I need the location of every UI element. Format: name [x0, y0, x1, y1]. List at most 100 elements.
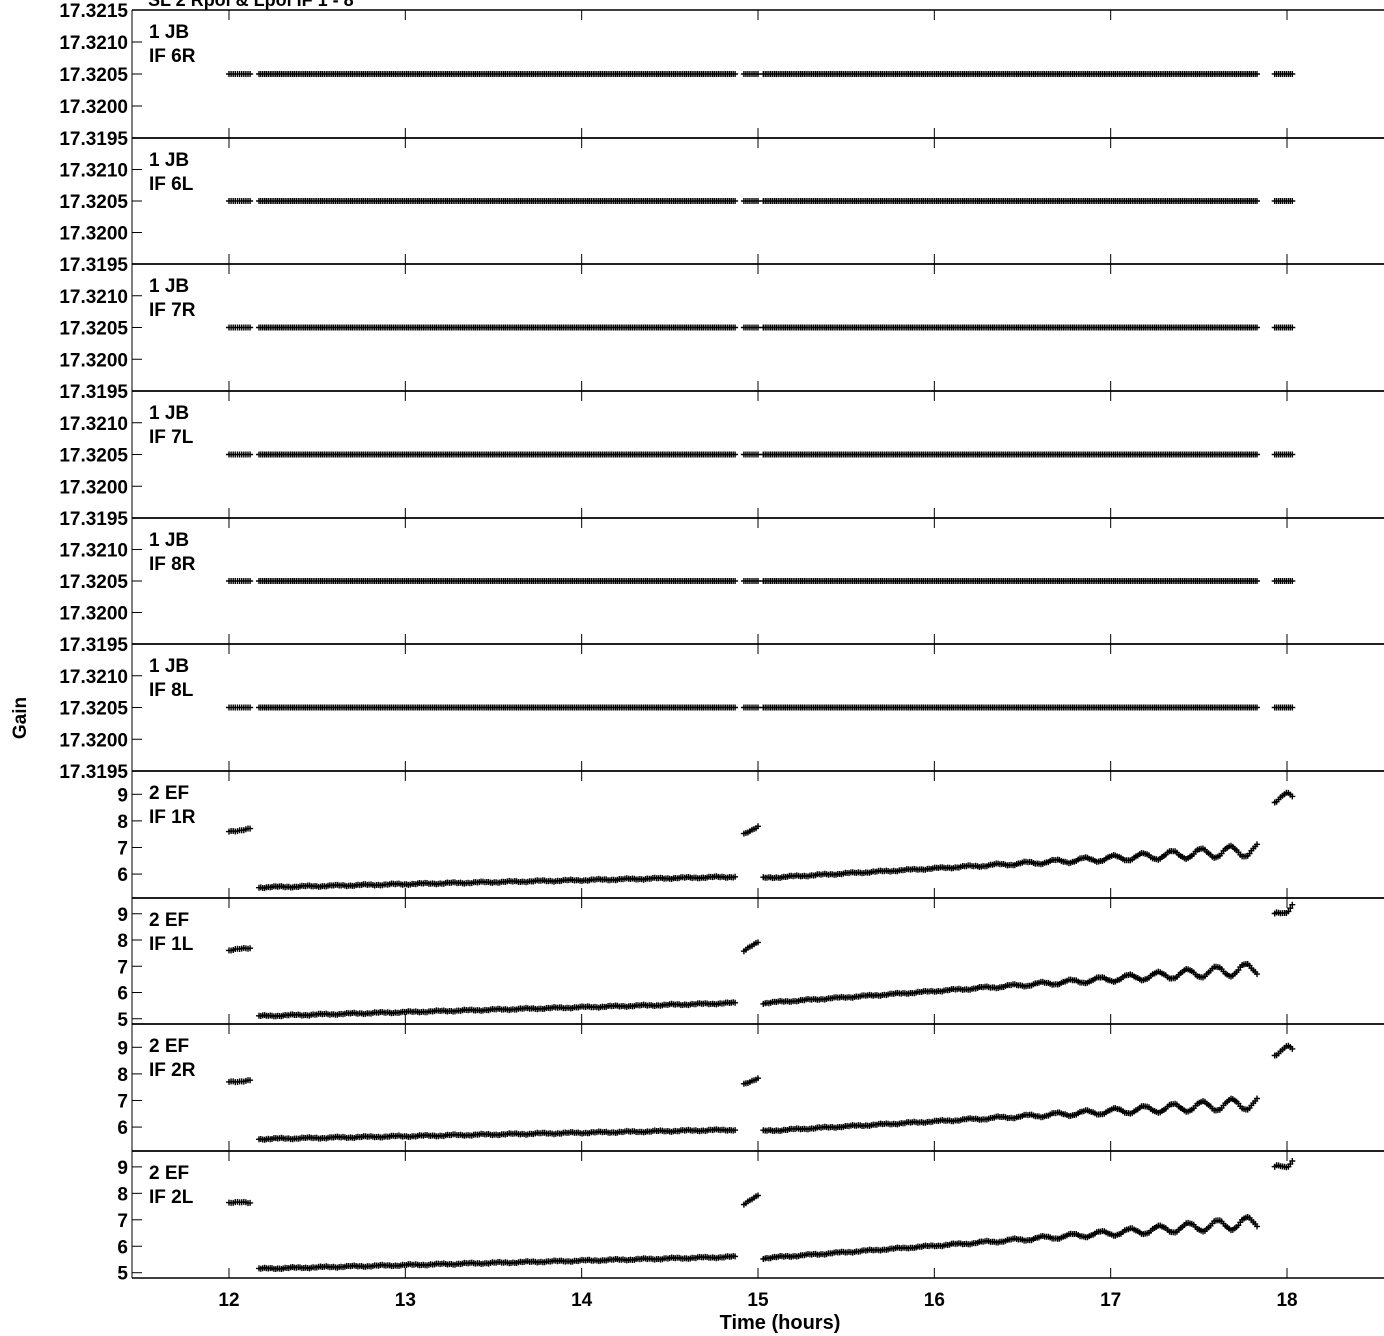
data-points-segment — [760, 961, 1260, 1007]
panel-label-if: IF 7R — [149, 300, 196, 321]
data-points-segment — [226, 451, 254, 458]
y-tick-label: 5 — [117, 1264, 128, 1285]
panel-label-if: IF 2L — [149, 1187, 194, 1208]
data-points-segment — [256, 873, 739, 892]
y-tick-label: 17.3195 — [59, 129, 128, 150]
panel-4: 17.3195 17.3200 17.3205 17.3210 1 JB IF 7L — [59, 390, 1384, 530]
panel-label-antenna: 1 JB — [149, 530, 189, 551]
data-points-segment — [1271, 324, 1296, 331]
data-points-segment — [226, 825, 254, 835]
data-points-segment — [740, 823, 761, 837]
data-points-segment — [226, 704, 254, 711]
y-tick-label: 6 — [117, 984, 128, 1005]
data-points-segment — [1271, 1158, 1296, 1171]
panels-group: 17.3195 17.3200 17.3205 17.3210 17.3215 1 JB I… — [59, 1, 1384, 1311]
y-tick-label: 17.3200 — [59, 730, 128, 751]
y-tick-label: 17.3195 — [59, 509, 128, 530]
y-tick-label: 17.3210 — [59, 161, 128, 182]
x-tick-label: 14 — [571, 1290, 593, 1311]
y-tick-label: 17.3205 — [59, 572, 128, 593]
data-points-segment — [256, 704, 739, 711]
y-tick-label: 8 — [117, 931, 128, 952]
panel-2: 17.3195 17.3200 17.3205 17.3210 1 JB IF 6L — [59, 137, 1384, 276]
y-tick-label: 7 — [117, 1091, 128, 1112]
data-points-segment — [760, 578, 1260, 584]
data-points-segment — [760, 198, 1260, 204]
y-tick-label: 17.3205 — [59, 192, 128, 213]
y-tick-label: 17.3210 — [59, 33, 128, 54]
panel-label-antenna: 1 JB — [149, 150, 189, 171]
data-points-segment — [740, 578, 761, 584]
data-points-segment — [256, 324, 739, 331]
y-tick-label: 17.3210 — [59, 287, 128, 308]
x-tick-label: 17 — [1100, 1290, 1121, 1311]
y-tick-label: 7 — [117, 957, 128, 978]
y-tick-label: 8 — [117, 1184, 128, 1205]
y-tick-label: 8 — [117, 1065, 128, 1086]
y-tick-label: 8 — [117, 812, 128, 833]
data-points-segment — [760, 451, 1260, 458]
data-points-segment — [256, 451, 739, 458]
data-points-segment — [226, 198, 254, 204]
y-tick-label: 17.3210 — [59, 414, 128, 435]
y-tick-label: 17.3200 — [59, 350, 128, 371]
data-points-segment — [760, 1214, 1260, 1262]
panel-label-antenna: 2 EF — [149, 910, 189, 931]
x-tick-label: 15 — [747, 1290, 769, 1311]
y-tick-label: 17.3195 — [59, 382, 128, 403]
data-points-segment — [740, 1075, 761, 1087]
data-points-segment — [256, 71, 739, 77]
panel-label-if: IF 8R — [149, 554, 196, 575]
y-tick-label: 9 — [117, 1038, 128, 1059]
data-points-segment — [760, 841, 1260, 882]
chart-title: SL 2 Rpol & Lpol IF 1 - 8 — [148, 0, 354, 10]
y-tick-label: 7 — [117, 838, 128, 859]
y-tick-label: 6 — [117, 865, 128, 886]
panel-label-antenna: 1 JB — [149, 22, 189, 43]
data-points-segment — [760, 1095, 1260, 1134]
panel-9: 6 7 8 9 2 EF IF 2R — [117, 1023, 1384, 1152]
x-tick-label: 18 — [1276, 1290, 1297, 1311]
data-points-segment — [740, 704, 761, 711]
panel-10: 5 6 7 8 9 2 EF IF 2L — [117, 1150, 1384, 1285]
y-tick-label: 17.3205 — [59, 319, 128, 340]
y-tick-label: 9 — [117, 905, 128, 926]
y-tick-label: 17.3200 — [59, 224, 128, 245]
data-points-segment — [256, 198, 739, 204]
data-points-segment — [740, 1192, 761, 1208]
y-tick-label: 17.3210 — [59, 541, 128, 562]
y-tick-label: 7 — [117, 1211, 128, 1232]
data-points-segment — [256, 1253, 739, 1272]
data-points-segment — [256, 1126, 739, 1143]
y-tick-label: 17.3200 — [59, 604, 128, 625]
panel-7: 6 7 8 9 2 EF IF 1R — [117, 770, 1384, 899]
data-points-segment — [1271, 451, 1296, 458]
data-points-segment — [1271, 704, 1296, 711]
panel-label-if: IF 8L — [149, 680, 194, 701]
y-tick-label: 6 — [117, 1118, 128, 1139]
data-points-segment — [760, 71, 1260, 77]
x-tick-label: 12 — [218, 1290, 239, 1311]
panel-label-antenna: 1 JB — [149, 403, 189, 424]
panel-label-antenna: 2 EF — [149, 783, 189, 804]
panel-label-antenna: 1 JB — [149, 656, 189, 677]
panel-label-if: IF 2R — [149, 1060, 196, 1081]
x-tick-label: 13 — [395, 1290, 416, 1311]
y-tick-label: 17.3215 — [59, 1, 128, 22]
data-points-segment — [226, 1198, 254, 1207]
data-points-segment — [760, 704, 1260, 711]
y-tick-label: 9 — [117, 785, 128, 806]
data-points-segment — [256, 999, 739, 1020]
y-tick-label: 17.3195 — [59, 255, 128, 276]
data-points-segment — [226, 1077, 254, 1086]
data-points-segment — [1271, 578, 1296, 584]
y-tick-label: 17.3205 — [59, 65, 128, 86]
data-points-segment — [740, 198, 761, 204]
x-axis-label: Time (hours) — [720, 1312, 841, 1334]
data-points-segment — [226, 324, 254, 331]
data-points-segment — [760, 324, 1260, 331]
y-tick-label: 17.3200 — [59, 477, 128, 498]
panel-label-if: IF 6R — [149, 46, 196, 67]
panel-label-if: IF 7L — [149, 427, 194, 448]
